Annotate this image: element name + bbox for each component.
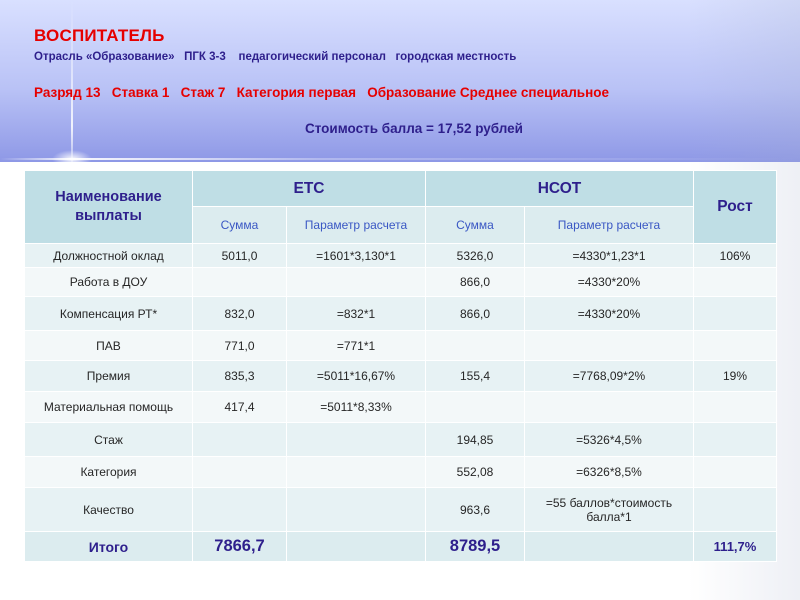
total-nsot-sum: 8789,5 bbox=[425, 531, 525, 562]
row-nsot-param: =4330*20% bbox=[524, 267, 694, 297]
header-etc-sum: Сумма bbox=[192, 206, 287, 244]
table-total-row: Итого 7866,7 8789,5 111,7% bbox=[24, 531, 777, 562]
row-etc-param: =771*1 bbox=[286, 330, 426, 361]
row-etc-param: =5011*16,67% bbox=[286, 360, 426, 392]
row-growth bbox=[693, 456, 777, 488]
row-nsot-sum: 552,08 bbox=[425, 456, 525, 488]
row-name: Категория bbox=[24, 456, 193, 488]
row-nsot-sum: 5326,0 bbox=[425, 243, 525, 268]
row-etc-param: =1601*3,130*1 bbox=[286, 243, 426, 268]
row-growth bbox=[693, 391, 777, 423]
row-name: Работа в ДОУ bbox=[24, 267, 193, 297]
header-etc: ЕТС bbox=[192, 170, 426, 207]
row-name: Качество bbox=[24, 487, 193, 532]
point-cost: Стоимость балла = 17,52 рублей bbox=[305, 121, 523, 136]
row-etc-param bbox=[286, 456, 426, 488]
row-nsot-param bbox=[524, 330, 694, 361]
row-name: Материальная помощь bbox=[24, 391, 193, 423]
row-growth bbox=[693, 422, 777, 457]
row-nsot-param: =7768,09*2% bbox=[524, 360, 694, 392]
row-nsot-sum: 194,85 bbox=[425, 422, 525, 457]
row-name: Стаж bbox=[24, 422, 193, 457]
table-row: Категория 552,08 =6326*8,5% bbox=[24, 456, 777, 488]
row-nsot-param: =4330*20% bbox=[524, 296, 694, 331]
total-nsot-param bbox=[524, 531, 694, 562]
row-growth bbox=[693, 296, 777, 331]
banner-decor-vertical-line bbox=[71, 0, 73, 180]
row-growth: 19% bbox=[693, 360, 777, 392]
banner-decor-horizontal-line bbox=[0, 158, 800, 160]
row-etc-sum bbox=[192, 422, 287, 457]
table-row: Компенсация РТ* 832,0 =832*1 866,0 =4330… bbox=[24, 296, 777, 331]
header-etc-param: Параметр расчета bbox=[286, 206, 426, 244]
row-growth bbox=[693, 487, 777, 532]
row-etc-sum: 771,0 bbox=[192, 330, 287, 361]
row-growth bbox=[693, 267, 777, 297]
industry-subline: Отрасль «Образование» ПГК 3-3 педагогиче… bbox=[34, 51, 517, 63]
row-etc-sum bbox=[192, 456, 287, 488]
row-name: Премия bbox=[24, 360, 193, 392]
row-nsot-sum bbox=[425, 391, 525, 423]
header-nsot-sum: Сумма bbox=[425, 206, 525, 244]
total-growth: 111,7% bbox=[693, 531, 777, 562]
row-nsot-param: =6326*8,5% bbox=[524, 456, 694, 488]
row-etc-param bbox=[286, 487, 426, 532]
row-etc-param: =5011*8,33% bbox=[286, 391, 426, 423]
total-label: Итого bbox=[24, 531, 193, 562]
row-etc-sum: 832,0 bbox=[192, 296, 287, 331]
header-nsot: НСОТ bbox=[425, 170, 694, 207]
row-nsot-param: =5326*4,5% bbox=[524, 422, 694, 457]
row-nsot-param: =4330*1,23*1 bbox=[524, 243, 694, 268]
row-etc-sum bbox=[192, 487, 287, 532]
row-etc-param bbox=[286, 422, 426, 457]
table-row: Работа в ДОУ 866,0 =4330*20% bbox=[24, 267, 777, 297]
table-row: ПАВ 771,0 =771*1 bbox=[24, 330, 777, 361]
row-nsot-sum: 866,0 bbox=[425, 296, 525, 331]
table-row: Должностной оклад 5011,0 =1601*3,130*1 5… bbox=[24, 243, 777, 268]
row-etc-sum bbox=[192, 267, 287, 297]
row-etc-sum: 417,4 bbox=[192, 391, 287, 423]
total-etc-param bbox=[286, 531, 426, 562]
table-row: Качество 963,6 =55 баллов*стоимость балл… bbox=[24, 487, 777, 532]
salary-comparison-table: Наименование выплаты ЕТС НСОТ Рост Сумма… bbox=[24, 170, 777, 562]
header-nsot-param: Параметр расчета bbox=[524, 206, 694, 244]
row-name: Компенсация РТ* bbox=[24, 296, 193, 331]
total-etc-sum: 7866,7 bbox=[192, 531, 287, 562]
row-nsot-param bbox=[524, 391, 694, 423]
row-name: Должностной оклад bbox=[24, 243, 193, 268]
row-name: ПАВ bbox=[24, 330, 193, 361]
row-nsot-param: =55 баллов*стоимость балла*1 bbox=[524, 487, 694, 532]
table-row: Стаж 194,85 =5326*4,5% bbox=[24, 422, 777, 457]
page-title: ВОСПИТАТЕЛЬ bbox=[34, 26, 165, 45]
row-nsot-sum bbox=[425, 330, 525, 361]
table-row: Материальная помощь 417,4 =5011*8,33% bbox=[24, 391, 777, 423]
row-etc-sum: 5011,0 bbox=[192, 243, 287, 268]
header-banner bbox=[0, 0, 800, 180]
employee-params: Разряд 13 Ставка 1 Стаж 7 Категория перв… bbox=[34, 85, 609, 100]
table-row: Премия 835,3 =5011*16,67% 155,4 =7768,09… bbox=[24, 360, 777, 392]
header-growth: Рост bbox=[693, 170, 777, 244]
row-nsot-sum: 155,4 bbox=[425, 360, 525, 392]
row-growth bbox=[693, 330, 777, 361]
row-nsot-sum: 963,6 bbox=[425, 487, 525, 532]
row-growth: 106% bbox=[693, 243, 777, 268]
header-payment-name: Наименование выплаты bbox=[24, 170, 193, 244]
row-nsot-sum: 866,0 bbox=[425, 267, 525, 297]
row-etc-param: =832*1 bbox=[286, 296, 426, 331]
row-etc-sum: 835,3 bbox=[192, 360, 287, 392]
banner-decor-sparkle bbox=[52, 150, 92, 168]
row-etc-param bbox=[286, 267, 426, 297]
